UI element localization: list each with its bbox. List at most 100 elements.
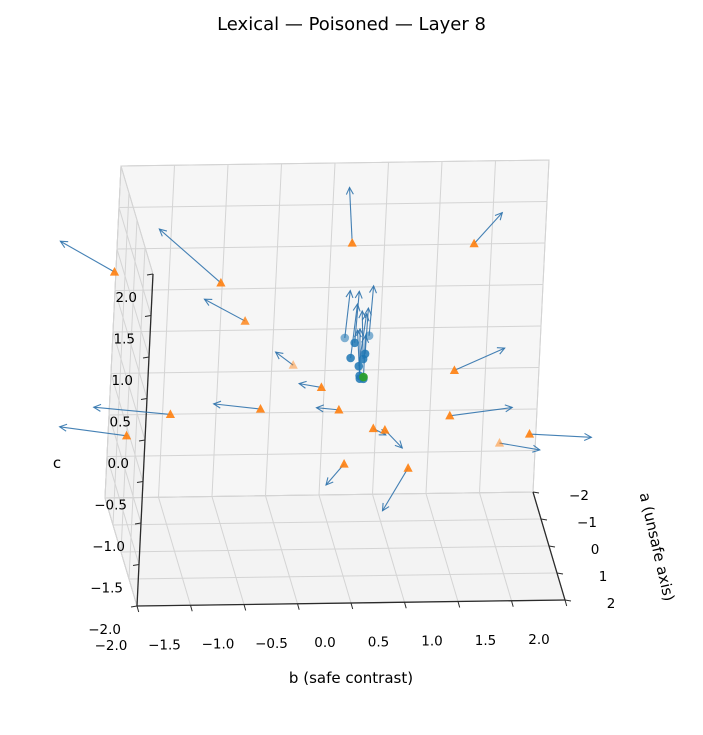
grid-z xyxy=(118,201,548,208)
center-cluster-marker xyxy=(360,349,370,359)
center-cluster-marker xyxy=(364,331,374,341)
quiver-arrow xyxy=(348,187,353,243)
z-tick xyxy=(138,439,146,442)
poisoned-points-marker xyxy=(469,238,479,248)
z-tick-label: −1.0 xyxy=(92,539,125,555)
grid-y xyxy=(112,518,542,526)
poisoned-points-marker xyxy=(380,425,390,434)
z-tick xyxy=(140,398,148,400)
z-tick-label: −2.0 xyxy=(88,622,121,638)
quiver-arrow xyxy=(449,406,513,417)
plot-title: Lexical — Poisoned — Layer 8 xyxy=(217,14,486,35)
y-tick-label: −2 xyxy=(569,488,589,504)
quiver-arrowhead xyxy=(58,423,68,432)
y-tick xyxy=(532,491,540,494)
quiver-arrow xyxy=(382,467,409,512)
y-tick-label: 0 xyxy=(591,542,600,558)
grid-z xyxy=(112,325,542,333)
quiver-arrow xyxy=(275,351,294,366)
grid-y xyxy=(128,246,146,580)
quiver-arrow xyxy=(368,285,375,336)
grid-z xyxy=(106,450,536,457)
y-tick-label: −1 xyxy=(577,515,597,531)
z-axis-label: c xyxy=(53,454,61,472)
quiver-arrow xyxy=(344,290,351,338)
z-tick-label: 0.0 xyxy=(108,456,129,472)
quiver-arrow xyxy=(316,407,339,411)
quiver-arrow xyxy=(158,228,222,284)
x-tick xyxy=(511,600,514,607)
grid-y xyxy=(120,219,138,553)
quiver-arrowhead xyxy=(92,403,102,412)
poisoned-points-marker xyxy=(288,360,298,369)
x-tick xyxy=(564,599,568,607)
quiver-arrowhead xyxy=(325,477,334,486)
y-tick xyxy=(540,518,548,521)
y-tick xyxy=(556,572,564,575)
grid-y xyxy=(104,491,534,499)
quiver-arrowhead xyxy=(532,444,541,453)
grid-z xyxy=(120,159,550,167)
y-tick-label: 2 xyxy=(607,596,616,612)
z-tick-label: 1.5 xyxy=(114,332,135,348)
z-tick xyxy=(130,605,138,608)
z-tick-label: −1.5 xyxy=(90,581,123,597)
poisoned-points-marker xyxy=(494,438,505,447)
x-axis-label: b (safe contrast) xyxy=(289,669,413,687)
poisoned-points-marker xyxy=(255,404,266,413)
quiver-arrowhead xyxy=(394,440,404,449)
quiver-arrow xyxy=(350,303,359,359)
x-tick xyxy=(243,604,247,611)
poisoned-points-marker xyxy=(216,277,226,287)
y-tick xyxy=(548,545,556,548)
quiver-arrowhead xyxy=(494,211,504,221)
quiver-arrow xyxy=(499,442,540,451)
quiver-arrowhead xyxy=(59,240,69,249)
quiver-arrowhead xyxy=(363,306,372,316)
z-tick xyxy=(142,356,150,359)
x-tick xyxy=(350,602,354,610)
quiver-arrowhead xyxy=(315,404,325,413)
quiver-arrowhead xyxy=(203,298,213,306)
poisoned-points-marker xyxy=(445,410,455,420)
quiver-arrow xyxy=(60,240,115,273)
quiver-arrow xyxy=(364,308,369,354)
poisoned-points-marker xyxy=(339,459,349,468)
z-tick xyxy=(134,522,142,525)
y-tick xyxy=(564,599,572,602)
quiver-arrowhead xyxy=(369,284,377,294)
poisoned-points-marker xyxy=(403,463,413,472)
quiver-arrowhead xyxy=(361,312,370,322)
x-tick-label: −2.0 xyxy=(95,638,128,654)
quiver-arrowhead xyxy=(583,432,593,441)
x-tick-label: 2.0 xyxy=(528,632,549,648)
grid-y xyxy=(112,192,130,526)
poisoned-points-marker xyxy=(109,267,120,276)
z-tick xyxy=(132,564,140,566)
z-tick-label: 2.0 xyxy=(116,290,137,306)
quiver-arrow xyxy=(213,403,261,410)
y-tick-label: 1 xyxy=(599,569,608,585)
quiver-arrowhead xyxy=(358,309,367,319)
x-tick-label: 1.5 xyxy=(475,633,496,649)
poisoned-points-marker xyxy=(347,238,357,247)
poisoned-points-marker xyxy=(122,430,132,440)
quiver-arrowhead xyxy=(504,404,514,413)
grid-y xyxy=(104,165,122,499)
z-tick-label: 0.5 xyxy=(110,415,131,431)
center-cluster-marker xyxy=(354,361,364,371)
quiver-arrowhead xyxy=(496,347,506,355)
quiver-arrowhead xyxy=(297,380,307,389)
poisoned-points-marker xyxy=(524,429,535,438)
quiver-arrow xyxy=(93,406,171,415)
quiver-arrowhead xyxy=(353,328,362,338)
quiver-arrowhead xyxy=(274,351,284,360)
x-tick xyxy=(136,605,140,613)
x-tick-label: 0.5 xyxy=(368,634,389,650)
z-tick xyxy=(146,273,154,276)
y-axis-label: a (unsafe axis) xyxy=(636,491,679,603)
quiver-arrowhead xyxy=(352,302,361,312)
x-tick xyxy=(297,603,300,610)
